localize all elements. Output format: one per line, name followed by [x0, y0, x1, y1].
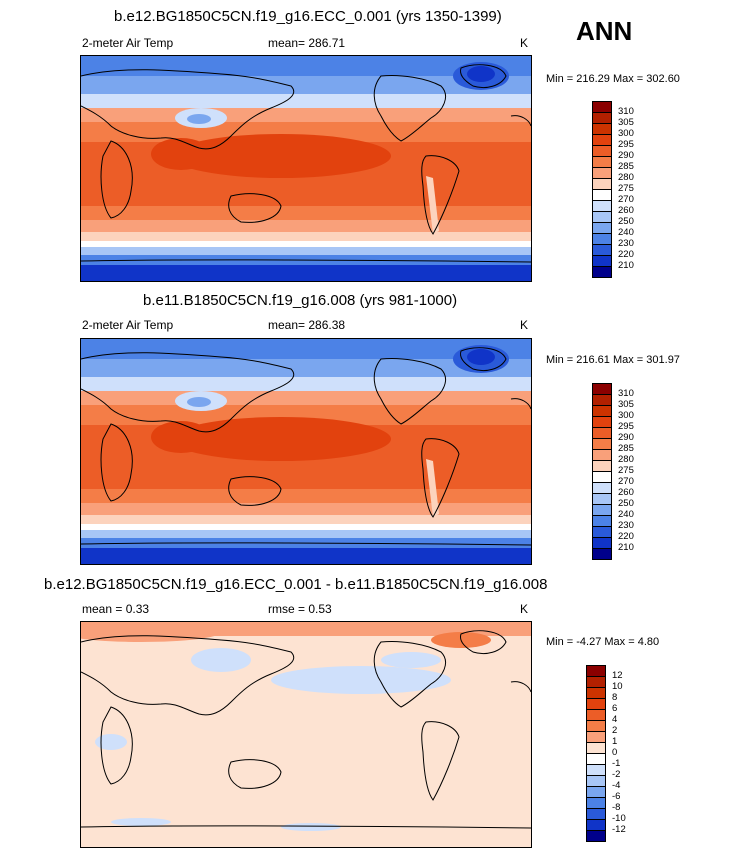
colorbar-tick-label: 250 — [618, 216, 634, 227]
panel-1-map — [80, 55, 532, 282]
panel-1-minmax-label: Min = 216.29 Max = 302.60 — [546, 73, 680, 85]
panel-3-mean-label: mean = 0.33 — [82, 602, 150, 616]
colorbar-tick-label: -8 — [612, 802, 621, 813]
colorbar-tick-label: -2 — [612, 769, 621, 780]
colorbar-tick-label: -6 — [612, 791, 621, 802]
colorbar-tick-label: 300 — [618, 410, 634, 421]
colorbar-tick-label: 260 — [618, 205, 634, 216]
colorbar-tick-label: -10 — [612, 813, 626, 824]
panel-2-mean-label: mean= 286.38 — [268, 318, 346, 332]
colorbar-tick-label: -12 — [612, 824, 626, 835]
panel-3-units-label: K — [520, 602, 529, 616]
colorbar-tick-label: 300 — [618, 128, 634, 139]
panel-2-variable-label: 2-meter Air Temp — [82, 318, 174, 332]
colorbar-swatch — [592, 548, 612, 560]
panel-3-map — [80, 621, 532, 848]
panel-1-variable-label: 2-meter Air Temp — [82, 36, 174, 50]
colorbar-tick-label: 220 — [618, 249, 634, 260]
colorbar-tick-label: 290 — [618, 432, 634, 443]
colorbar-tick-label: 1 — [612, 736, 618, 747]
season-label: ANN — [576, 16, 633, 46]
panel-3-rmse-label: rmse = 0.53 — [268, 602, 332, 616]
colorbar-tick-label: 260 — [618, 487, 634, 498]
panel-2-title: b.e11.B1850C5CN.f19_g16.008 (yrs 981-100… — [143, 292, 458, 309]
panel-1-title: b.e12.BG1850C5CN.f19_g16.ECC_0.001 (yrs … — [114, 8, 502, 25]
colorbar-tick-label: 285 — [618, 161, 634, 172]
colorbar-tick-label: 0 — [612, 747, 618, 758]
panel-2-minmax-label: Min = 216.61 Max = 301.97 — [546, 354, 680, 366]
colorbar-tick-label: 220 — [618, 531, 634, 542]
panel-3-minmax-label: Min = -4.27 Max = 4.80 — [546, 636, 660, 648]
colorbar-tick-label: 310 — [618, 106, 634, 117]
colorbar-tick-label: 10 — [612, 681, 623, 692]
colorbar-tick-label: 285 — [618, 443, 634, 454]
colorbar-tick-label: 295 — [618, 139, 634, 150]
colorbar-tick-label: 290 — [618, 150, 634, 161]
colorbar-tick-label: 270 — [618, 476, 634, 487]
colorbar-tick-label: 240 — [618, 509, 634, 520]
colorbar-tick-label: 275 — [618, 465, 634, 476]
colorbar-tick-label: 295 — [618, 421, 634, 432]
panel-1-mean-label: mean= 286.71 — [268, 36, 346, 50]
colorbar-tick-label: 210 — [618, 260, 634, 271]
colorbar-tick-label: 270 — [618, 194, 634, 205]
panel-1-temperature-field — [81, 56, 531, 281]
colorbar-tick-label: 310 — [618, 388, 634, 399]
panel-2-units-label: K — [520, 318, 529, 332]
colorbar-tick-label: -1 — [612, 758, 621, 769]
colorbar-tick-label: 230 — [618, 238, 634, 249]
colorbar-swatch — [586, 830, 606, 842]
panel-2-map — [80, 338, 532, 565]
colorbar-tick-label: 2 — [612, 725, 618, 736]
panel-1-units-label: K — [520, 36, 529, 50]
colorbar-tick-label: 275 — [618, 183, 634, 194]
colorbar-tick-label: 280 — [618, 172, 634, 183]
panel-3-difference-field — [81, 622, 531, 847]
colorbar-tick-label: 305 — [618, 399, 634, 410]
panel-3-title: b.e12.BG1850C5CN.f19_g16.ECC_0.001 - b.e… — [44, 576, 548, 593]
colorbar-tick-label: 8 — [612, 692, 618, 703]
panel-2-temperature-field — [81, 339, 531, 564]
colorbar-tick-label: 4 — [612, 714, 618, 725]
colorbar-tick-label: 210 — [618, 542, 634, 553]
colorbar-tick-label: 250 — [618, 498, 634, 509]
colorbar-tick-label: 240 — [618, 227, 634, 238]
colorbar-tick-label: -4 — [612, 780, 621, 791]
colorbar-tick-label: 230 — [618, 520, 634, 531]
colorbar-tick-label: 6 — [612, 703, 618, 714]
colorbar-swatch — [592, 266, 612, 278]
colorbar-tick-label: 12 — [612, 670, 623, 681]
colorbar-tick-label: 280 — [618, 454, 634, 465]
colorbar-tick-label: 305 — [618, 117, 634, 128]
